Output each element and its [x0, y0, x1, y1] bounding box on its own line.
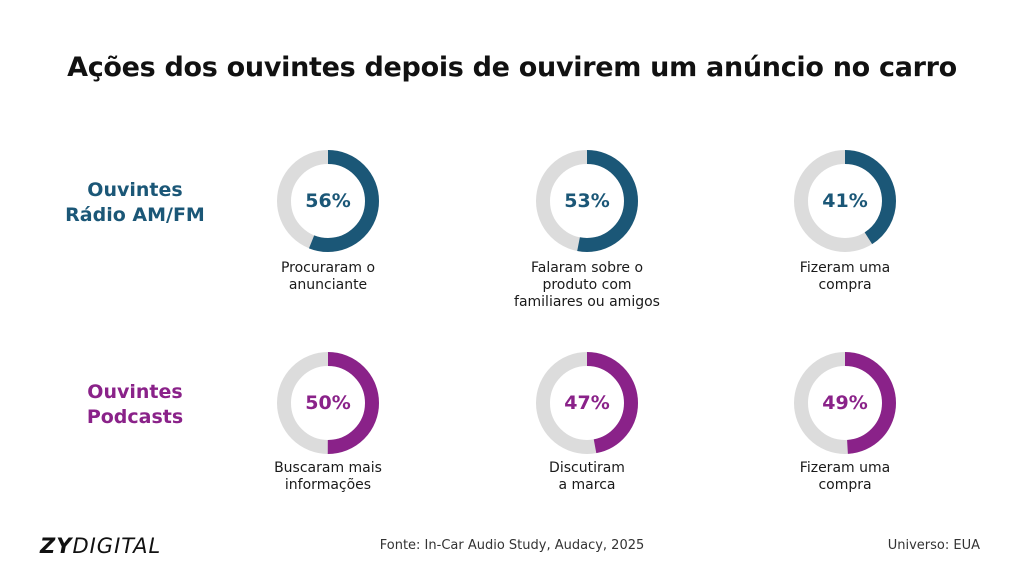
donut-value-arc: [277, 352, 379, 454]
logo-bold-text: ZY: [40, 534, 73, 558]
caption-line: compra: [818, 277, 872, 293]
donut-value-arc: [536, 150, 638, 252]
caption-radio-compra: Fizeram uma compra: [745, 260, 945, 294]
group-label-radio: Ouvintes Rádio AM/FM: [40, 178, 230, 228]
caption-line: Fizeram uma: [799, 260, 891, 276]
caption-line: Fizeram uma: [799, 460, 891, 476]
donut-podcast-discutiram: 47%: [535, 351, 639, 455]
caption-line: informações: [284, 477, 372, 493]
source-note: Fonte: In-Car Audio Study, Audacy, 2025: [379, 538, 645, 553]
caption-podcast-buscaram: Buscaram mais informações: [228, 460, 428, 494]
donut-podcast-buscaram: 50%: [276, 351, 380, 455]
donut-svg: [277, 150, 379, 252]
chart-title: Ações dos ouvintes depois de ouvirem um …: [67, 52, 957, 83]
donut-svg: [536, 150, 638, 252]
caption-podcast-discutiram: Discutiram a marca: [487, 460, 687, 494]
donut-svg: [536, 352, 638, 454]
group-label-line: Podcasts: [86, 406, 184, 428]
logo-light-text: DIGITAL: [72, 534, 162, 558]
caption-line: Discutiram: [549, 460, 625, 476]
donut-value-arc: [536, 352, 638, 454]
donut-radio-compra: 41%: [793, 149, 897, 253]
donut-value-arc: [794, 352, 896, 454]
donut-value-label: 49%: [822, 392, 868, 414]
donut-podcast-compra: 49%: [793, 351, 897, 455]
caption-line: Procuraram o: [280, 260, 376, 276]
caption-line: anunciante: [288, 277, 368, 293]
caption-radio-falaram: Falaram sobre o produto com familiares o…: [487, 260, 687, 311]
group-label-line: Ouvintes: [87, 179, 183, 201]
donut-radio-falaram: 53%: [535, 149, 639, 253]
caption-line: compra: [818, 477, 872, 493]
donut-value-label: 47%: [564, 392, 610, 414]
caption-podcast-compra: Fizeram uma compra: [745, 460, 945, 494]
universe-note: Universo: EUA: [887, 538, 980, 553]
caption-line: produto com: [542, 277, 632, 293]
zydigital-logo: ZYDIGITAL: [40, 534, 161, 558]
donut-value-arc: [277, 150, 379, 252]
donut-svg: [277, 352, 379, 454]
donut-radio-procuraram: 56%: [276, 149, 380, 253]
donut-value-arc: [794, 150, 896, 252]
group-label-line: Rádio AM/FM: [65, 204, 205, 226]
donut-value-label: 41%: [822, 190, 868, 212]
donut-svg: [794, 352, 896, 454]
caption-line: a marca: [558, 477, 616, 493]
caption-line: Buscaram mais: [274, 460, 382, 476]
group-label-podcasts: Ouvintes Podcasts: [40, 380, 230, 430]
donut-value-label: 50%: [305, 392, 351, 414]
caption-line: familiares ou amigos: [514, 294, 660, 310]
group-label-line: Ouvintes: [87, 381, 183, 403]
donut-svg: [794, 150, 896, 252]
donut-value-label: 53%: [564, 190, 610, 212]
caption-line: Falaram sobre o: [530, 260, 644, 276]
donut-value-label: 56%: [305, 190, 351, 212]
caption-radio-procuraram: Procuraram o anunciante: [228, 260, 428, 294]
